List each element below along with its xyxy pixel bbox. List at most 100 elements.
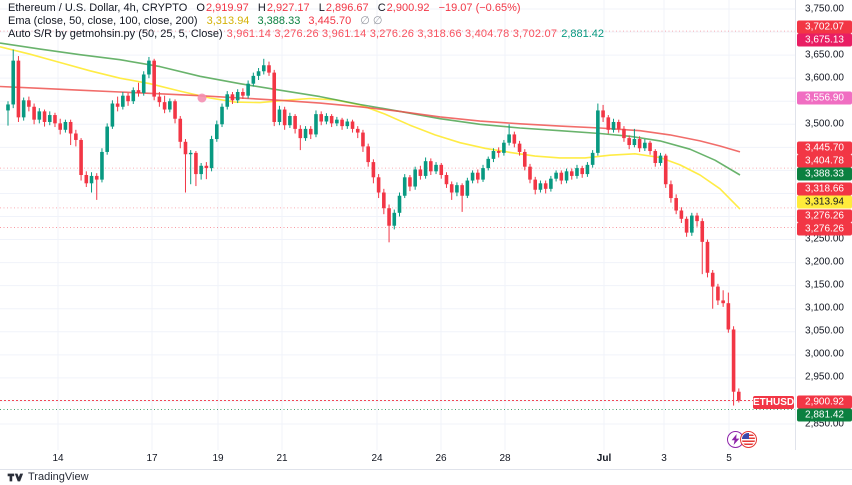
candle-body [147, 60, 151, 75]
candle-body [79, 139, 83, 175]
price-label: 3,150.00 [805, 279, 844, 291]
candle-body [230, 94, 235, 101]
candle-body [653, 151, 658, 164]
candle-body [549, 178, 553, 189]
candle-body [376, 177, 381, 193]
auto-sr-legend-row[interactable]: Auto S/R by getmohsin.py (50, 25, 5, Clo… [8, 28, 604, 41]
candle-body [465, 180, 470, 196]
ema-indicator-title[interactable]: Ema (close, 50, close, 100, close, 200) [8, 15, 198, 27]
candle-body [298, 128, 303, 139]
price-label: 3,200.00 [805, 256, 844, 268]
candle-body [63, 121, 68, 130]
price-badge: 3,404.78 [797, 154, 852, 168]
candle-body [507, 134, 511, 143]
candle-body [470, 172, 475, 181]
candle-body [32, 106, 36, 120]
candle-body [559, 172, 564, 181]
price-marker-dot [197, 93, 207, 103]
ohlc-low-value: 2,896.67 [325, 2, 369, 14]
candle-body [100, 151, 104, 180]
candle-body [94, 175, 99, 180]
candle-body [622, 128, 626, 139]
ohlc-close-value: 2,900.92 [386, 2, 430, 14]
candle-body [27, 100, 31, 107]
candle-body [716, 286, 720, 301]
candle-body [439, 164, 444, 175]
candle-body [643, 142, 647, 149]
symbol-legend-row[interactable]: Ethereum / U.S. Dollar, 4h, CRYPTO O2,91… [8, 2, 604, 15]
candle-body [522, 151, 527, 167]
symbol-logos [727, 431, 757, 448]
symbol-price-label: ETHUSD [753, 396, 795, 409]
candle-body [225, 94, 230, 107]
symbol-title[interactable]: Ethereum / U.S. Dollar, 4h, CRYPTO [8, 2, 188, 14]
ema100-value: 3,388.33 [257, 15, 301, 27]
ema-legend-row[interactable]: Ema (close, 50, close, 100, close, 200) … [8, 15, 604, 28]
candle-body [444, 175, 449, 185]
candle-body [157, 96, 162, 103]
candle-body [585, 164, 590, 175]
candle-body [575, 168, 579, 176]
candle-body [241, 92, 245, 96]
auto-sr-resistance-values: 3,961.14 3,276.26 3,961.14 3,276.26 3,31… [226, 28, 558, 40]
price-badge: 3,318.66 [797, 182, 852, 196]
price-badge: 3,276.26 [797, 222, 852, 236]
candle-body [538, 183, 543, 190]
candle-body [355, 128, 360, 133]
price-badge: 2,881.42 [797, 408, 852, 422]
candle-body [282, 109, 287, 126]
candle-body [517, 143, 522, 152]
candle-body [611, 121, 616, 130]
candle-body [256, 71, 261, 76]
candle-body [267, 65, 271, 73]
time-label: 28 [499, 453, 511, 464]
price-axis[interactable]: 3,750.00 3,650.00 3,600.00 3,500.00 3,250.00… [795, 0, 852, 469]
candle-body [418, 169, 423, 176]
price-badge: 3,388.33 [797, 167, 852, 181]
time-axis[interactable]: 14 17 19 21 24 26 28 Jul 3 5 [0, 450, 852, 470]
candle-body [220, 106, 224, 125]
tradingview-watermark[interactable]: TradingView [7, 471, 89, 483]
candle-body [361, 132, 365, 147]
candle-body [684, 218, 689, 233]
price-badge: 3,702.07 [797, 20, 852, 34]
ohlc-high-label: H [257, 2, 266, 14]
price-label: 3,100.00 [805, 302, 844, 314]
candle-body [215, 124, 219, 140]
candle-body [382, 192, 386, 209]
price-label: 2,950.00 [805, 371, 844, 383]
candle-body [246, 83, 250, 96]
time-label: 19 [212, 453, 224, 464]
price-label: 3,250.00 [805, 233, 844, 245]
candle-body [37, 111, 42, 120]
candle-body [136, 90, 141, 93]
candle-body [183, 141, 188, 155]
candle-body [543, 183, 548, 189]
ohlc-close-label: C [377, 2, 386, 14]
candle-body [512, 134, 517, 144]
candlestick-chart-area[interactable] [0, 0, 795, 450]
candle-body [569, 171, 574, 176]
candle-body [126, 95, 130, 102]
candle-body [152, 60, 156, 97]
candle-body [168, 101, 172, 110]
candle-body [324, 115, 329, 122]
candle-body [178, 118, 183, 142]
candle-body [162, 102, 167, 110]
price-badge: 3,675.13 [797, 33, 852, 47]
candle-body [596, 110, 600, 153]
auto-sr-indicator-title[interactable]: Auto S/R by getmohsin.py (50, 25, 5, Clo… [8, 28, 223, 40]
candle-body [726, 303, 731, 330]
price-label: 3,600.00 [805, 72, 844, 84]
ohlc-low-label: L [318, 2, 325, 14]
candle-body [486, 158, 491, 169]
time-label: 17 [146, 453, 158, 464]
candle-body [308, 128, 313, 135]
candle-body [47, 115, 52, 122]
ohlc-high-value: 2,927.17 [266, 2, 310, 14]
candle-body [627, 138, 631, 146]
candle-body [366, 146, 370, 163]
candle-body [705, 241, 710, 273]
candle-body [345, 121, 350, 127]
candle-body [564, 171, 569, 181]
